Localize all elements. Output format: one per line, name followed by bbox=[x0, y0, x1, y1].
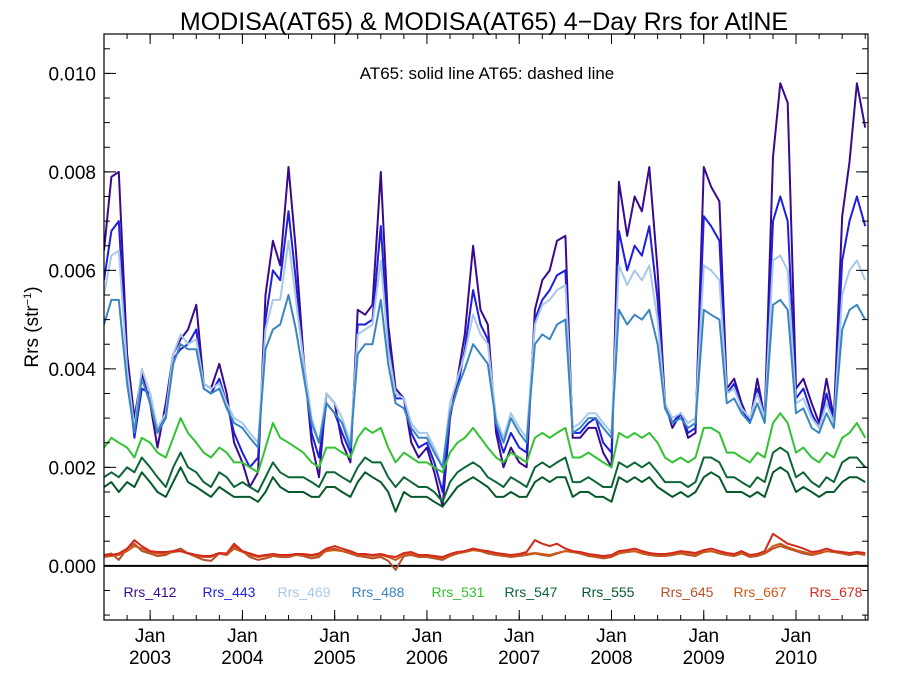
legend-item-rrs-547: Rrs_547 bbox=[505, 584, 558, 600]
y-tick-label: 0.008 bbox=[48, 163, 96, 184]
legend-item-rrs-555: Rrs_555 bbox=[582, 584, 635, 600]
y-tick-label: 0.004 bbox=[48, 360, 96, 381]
legend-item-rrs-443: Rrs_443 bbox=[203, 584, 256, 600]
x-tick-year-label: 2009 bbox=[683, 648, 725, 669]
series-line-rrs-531 bbox=[104, 412, 867, 474]
chart-annotation: AT65: solid line AT65: dashed line bbox=[360, 64, 615, 83]
legend-item-rrs-678: Rrs_678 bbox=[810, 584, 863, 600]
series-line-rrs-469 bbox=[104, 239, 867, 469]
series-line-rrs-547 bbox=[104, 446, 866, 503]
x-tick-month-label: Jan bbox=[227, 626, 258, 647]
legend-item-rrs-488: Rrs_488 bbox=[352, 584, 405, 600]
legend-item-rrs-469: Rrs_469 bbox=[278, 584, 331, 600]
x-tick-month-label: Jan bbox=[319, 626, 350, 647]
y-axis-label: Rrs (str−1) bbox=[22, 286, 43, 367]
x-tick-month-label: Jan bbox=[781, 626, 812, 647]
y-tick-label: 0.010 bbox=[48, 64, 96, 85]
x-tick-year-label: 2010 bbox=[775, 648, 817, 669]
x-tick-year-label: 2008 bbox=[590, 648, 632, 669]
x-tick-month-label: Jan bbox=[412, 626, 443, 647]
series-line-rrs-555 bbox=[104, 466, 866, 513]
chart-title: MODISA(AT65) & MODISA(AT65) 4−Day Rrs fo… bbox=[180, 8, 788, 36]
legend-item-rrs-531: Rrs_531 bbox=[432, 584, 485, 600]
x-tick-month-label: Jan bbox=[135, 626, 166, 647]
legend-item-rrs-412: Rrs_412 bbox=[124, 584, 177, 600]
y-tick-label: 0.002 bbox=[48, 458, 96, 479]
legend-item-rrs-667: Rrs_667 bbox=[734, 584, 787, 600]
y-tick-label: 0.000 bbox=[48, 557, 96, 578]
series-line-rrs-488 bbox=[104, 294, 867, 469]
x-tick-year-label: 2006 bbox=[406, 648, 448, 669]
series-line-rrs-678 bbox=[104, 532, 866, 558]
x-tick-month-label: Jan bbox=[596, 626, 627, 647]
plot-frame bbox=[103, 33, 869, 621]
legend: Rrs_412 Rrs_443 Rrs_469 Rrs_488 Rrs_531 Rrs_5… bbox=[124, 584, 863, 600]
x-tick-year-label: 2005 bbox=[314, 648, 356, 669]
legend-item-rrs-645: Rrs_645 bbox=[661, 584, 714, 600]
y-tick-label: 0.006 bbox=[48, 261, 96, 282]
x-tick-month-label: Jan bbox=[688, 626, 719, 647]
x-tick-year-label: 2007 bbox=[498, 648, 540, 669]
x-tick-year-label: 2003 bbox=[129, 648, 171, 669]
x-tick-month-label: Jan bbox=[504, 626, 535, 647]
x-tick-year-label: 2004 bbox=[221, 648, 264, 669]
